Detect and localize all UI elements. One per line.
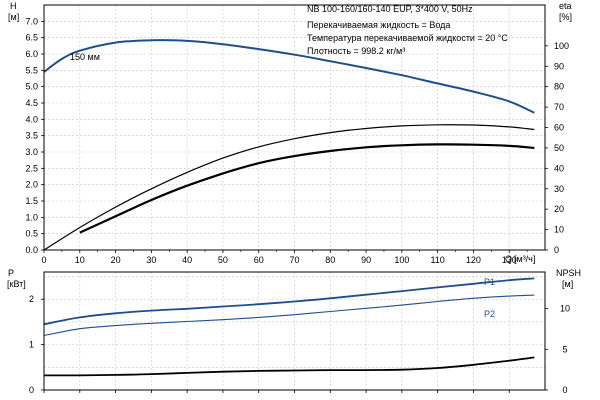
chart-title: NB 100-160/160-140 EUP, 3*400 V, 50Hz [307, 4, 473, 14]
x-axis-label: Q [505, 254, 512, 264]
y-tick-label: 7.0 [25, 16, 38, 26]
y-tick-label: 4.0 [25, 114, 38, 124]
bottom-y2-axis-label: NPSH [556, 268, 581, 278]
series-line-head [43, 39, 535, 114]
y-tick-label: 6.0 [25, 49, 38, 59]
y2-tick-label: 60 [554, 123, 564, 133]
x-tick-label: 100 [394, 255, 409, 265]
y2-tick-label: 20 [554, 204, 564, 214]
y2-tick-label: 10 [554, 225, 564, 235]
info-line-temperature: Температура перекачиваемой жидкости = 20… [307, 33, 508, 43]
bottom-chart-grid [43, 272, 545, 391]
bottom-y-axis-label: P [8, 268, 14, 278]
info-line-density: Плотность = 998.2 кг/м³ [307, 46, 405, 56]
x-tick-label: 40 [182, 255, 192, 265]
bottom-y-axis-unit: [кВт] [7, 279, 26, 289]
top-y2-axis-label: eta [559, 1, 572, 11]
y-tick-label: 5.0 [25, 82, 38, 92]
y-tick-label: 4.5 [25, 98, 38, 108]
y-tick-label: 5.5 [25, 65, 38, 75]
y2-tick-label: 90 [554, 61, 564, 71]
y-tick-label: 3.5 [25, 131, 38, 141]
x-tick-label: 20 [111, 255, 121, 265]
bottom-y-tick-label: 1 [29, 340, 34, 350]
top-chart-series [43, 39, 535, 251]
y-tick-label: 0.5 [25, 229, 38, 239]
y2-tick-label: 0 [554, 245, 559, 255]
x-tick-label: 120 [466, 255, 481, 265]
x-tick-label: 0 [41, 255, 46, 265]
series-line-efficiency-lower [79, 143, 535, 234]
y-tick-label: 1.0 [25, 212, 38, 222]
x-tick-label: 70 [289, 255, 299, 265]
x-tick-label: 10 [75, 255, 85, 265]
y2-tick-label: 100 [554, 41, 569, 51]
bottom-chart-frame [43, 271, 546, 391]
head-curve-label: 150 мм [70, 52, 100, 62]
top-chart-frame [43, 4, 546, 251]
x-tick-label: 30 [146, 255, 156, 265]
bottom-y-tick-label: 0 [29, 385, 34, 395]
y-tick-label: 6.5 [25, 33, 38, 43]
y2-tick-label: 50 [554, 143, 564, 153]
x-tick-label: 50 [218, 255, 228, 265]
info-line-liquid: Перекачиваемая жидкость = Вода [307, 20, 450, 30]
series-label-p2: P2 [484, 309, 495, 319]
series-line-p2 [43, 294, 535, 337]
bottom-y-tick-label: 2 [29, 294, 34, 304]
y2-tick-label: 40 [554, 163, 564, 173]
top-y-axis-unit: [м] [8, 12, 19, 22]
y2-tick-label: 30 [554, 184, 564, 194]
series-line-efficiency-upper [43, 124, 535, 251]
series-line-npsh [44, 356, 535, 377]
x-tick-label: 130 [502, 255, 517, 265]
series-label-p1: P1 [484, 277, 495, 287]
y-tick-label: 1.5 [25, 196, 38, 206]
bottom-y2-axis-unit: [м] [562, 279, 573, 289]
bottom-chart-series [43, 277, 535, 377]
bottom-y2-tick-label: 5 [562, 344, 567, 354]
y2-tick-label: 80 [554, 82, 564, 92]
x-tick-label: 90 [361, 255, 371, 265]
bottom-y2-tick-label: 10 [560, 304, 570, 314]
y-tick-label: 2.0 [25, 180, 38, 190]
x-tick-label: 60 [254, 255, 264, 265]
top-chart-ticks: 0 10 20 30 40 50 60 70 80 90 100 110 120 1300.00.51.0… [25, 16, 569, 265]
x-tick-label: 110 [430, 255, 444, 265]
top-chart-grid [43, 5, 545, 251]
y-tick-label: 3.0 [25, 147, 38, 157]
bottom-y2-tick-label: 0 [562, 385, 567, 395]
top-y2-axis-unit: [%] [559, 12, 572, 22]
x-axis-unit: [м³/ч] [514, 254, 535, 264]
top-y-axis-label: H [10, 1, 17, 11]
y-tick-label: 0.0 [25, 245, 38, 255]
y-tick-label: 2.5 [25, 163, 38, 173]
series-line-p1 [43, 277, 535, 326]
y2-tick-label: 70 [554, 102, 564, 112]
x-tick-label: 80 [325, 255, 335, 265]
